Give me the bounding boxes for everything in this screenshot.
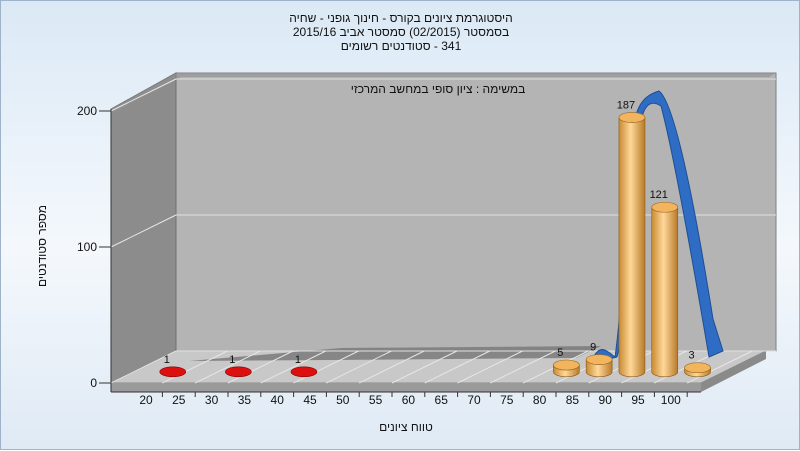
floor-gridline-55 [391,350,458,384]
y-tick-label-200: 200 [77,104,97,118]
bar-100 [684,362,711,378]
x-tick-label-65: 65 [435,393,449,407]
chart-title: היסטוגרמת ציונים בקורס - חינוך גופני - ש… [289,11,513,25]
data-label-20: 1 [164,354,170,366]
top-edge [111,73,776,113]
data-label-95: 121 [650,189,668,201]
bar-body-90 [618,117,646,378]
floor-gridline-70 [490,350,556,384]
x-tick-label-45: 45 [303,393,317,407]
data-label-85: 9 [590,342,596,354]
gridline-left-100 [110,214,177,248]
x-tick-label-80: 80 [533,393,547,407]
data-label-80: 5 [557,347,563,359]
floor-gridline-100 [686,350,753,384]
bar-cap-30 [225,366,252,378]
bar-20 [159,366,187,378]
bar-body-95 [651,207,679,378]
bars [159,112,711,378]
y-tick-label-100: 100 [77,240,97,254]
right-lip [701,351,766,392]
x-tick-label-90: 90 [599,393,613,407]
data-label-30: 1 [229,354,235,366]
bar-40 [290,366,318,378]
floor-gridline-30 [227,350,294,384]
gridline-left-200 [110,78,177,112]
floor-band [189,346,601,361]
x-tick-label-95: 95 [631,393,645,407]
floor-gridline-20 [162,350,228,384]
x-tick-label-20: 20 [139,393,153,407]
x-tick-label-70: 70 [467,393,481,407]
gridline-left-0 [110,350,177,384]
x-tick-label-75: 75 [500,393,514,407]
floor-gridline-45 [326,350,392,384]
bar-cap-100 [684,362,711,374]
bar-cap-95 [651,201,679,213]
x-tick-label-50: 50 [336,393,350,407]
x-tick-label-35: 35 [238,393,252,407]
floor-gridline-40 [293,350,359,384]
bar-95 [651,201,679,378]
floor-gridline-60 [424,350,491,384]
x-tick-label-25: 25 [172,393,186,407]
bar-30 [225,366,252,378]
x-tick-label-55: 55 [369,393,383,407]
y-tick-label-0: 0 [90,376,97,390]
x-axis: 20 25 30 35 40 45 50 55 60 65 70 75 80 85 90 95 100 [111,391,701,407]
x-axis-title: טווח ציונים [379,420,433,434]
x-tick-label-85: 85 [566,393,580,407]
bar-cap-40 [290,366,318,378]
data-labels: 1 1 1 5 9 187 121 3 [164,99,695,365]
x-tick-label-30: 30 [205,393,219,407]
bar-90 [618,112,646,378]
x-tick-label-40: 40 [271,393,285,407]
floor-front-lip [111,383,701,392]
data-label-100: 3 [688,350,694,362]
bar-80 [553,359,580,378]
floor-gridline-25 [194,350,261,384]
floor-gridline-65 [457,350,523,384]
x-tick-label-100: 100 [661,393,681,407]
chart-annotation: במשימה : ציון סופי במחשב המרכזי [351,82,526,96]
y-axis: 0 100 200 [77,104,112,392]
data-label-90: 187 [617,99,635,111]
semester-line: בסמסטר (02/2015) סמסטר אביב 2015/16 [292,25,510,39]
registered-students-line: 341 - סטודנטים רשומים [340,39,462,53]
floor-gridline-50 [358,350,425,384]
y-axis-title: מספר סטודנטים [35,205,49,287]
floor-gridline-35 [260,350,327,384]
bar-cap-80 [553,359,580,371]
x-tick-label-60: 60 [402,393,416,407]
bar-cap-90 [618,112,646,123]
left-wall [110,72,177,384]
data-label-40: 1 [295,354,301,366]
bar-cap-20 [159,366,187,378]
bar-cap-85 [585,354,613,365]
bar-85 [585,354,613,378]
